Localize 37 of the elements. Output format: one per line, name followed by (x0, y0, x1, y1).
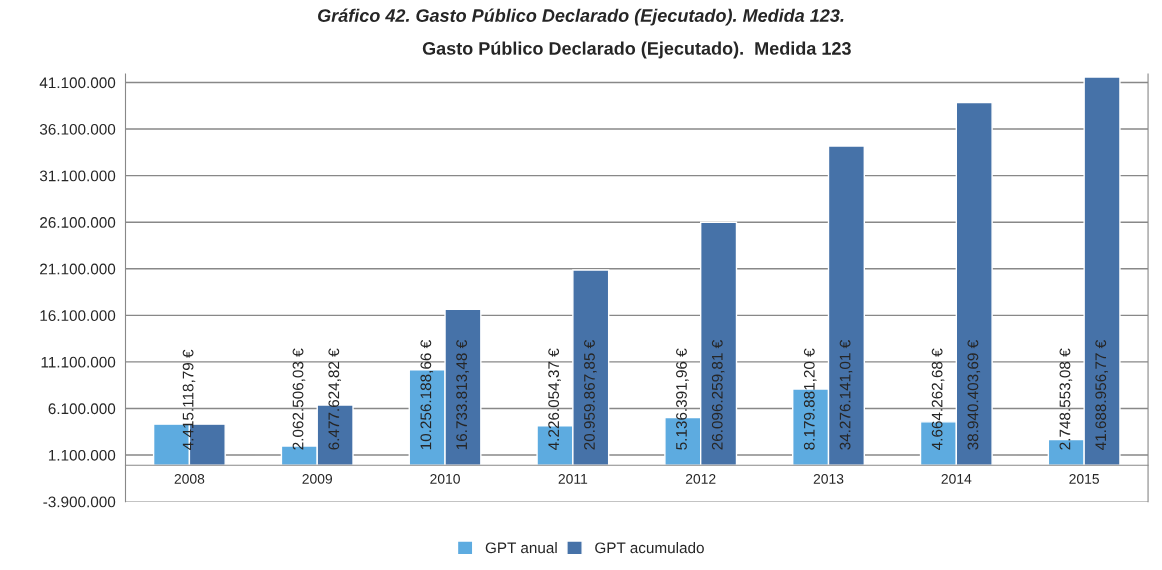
y-tick-label: 11.100.000 (41, 356, 116, 368)
data-label: 8.179.881,20 € (803, 348, 817, 450)
x-tick-label: 2015 (1069, 473, 1100, 484)
data-label: 20.959.867,85 € (584, 340, 597, 450)
data-label: 41.688.956,77 € (1095, 340, 1108, 450)
data-label: 38.940.403,69 € (967, 340, 981, 450)
y-tick-label: 26.100.000 (40, 217, 116, 228)
data-label: 2.748.553,08 € (1059, 348, 1073, 450)
chart-title: Gasto Público Declarado (Ejecutado). Medida 123 (422, 41, 851, 59)
data-label: 34.276.141,01 € (839, 340, 853, 450)
x-tick-label: 2013 (813, 473, 844, 484)
x-tick-label: 2008 (174, 473, 205, 484)
text: Gráfico 42. Gasto Público Declarado (Ejecutado). Medida 123. (318, 8, 844, 26)
data-label: 4.664.262,68 € (931, 348, 945, 450)
x-tick-label: 2009 (302, 473, 333, 484)
legend-label: GPT acumulado (595, 542, 704, 554)
data-label: 4.415.118,79 € (182, 349, 196, 450)
x-tick-label: 2012 (685, 473, 716, 484)
y-tick-label: 36.100.000 (39, 123, 116, 135)
y-tick-label: 6.100.000 (48, 403, 116, 415)
y-tick-label: 31.100.000 (39, 170, 116, 182)
y-tick-label: 21.100.000 (40, 263, 116, 275)
x-tick-label: 2010 (430, 473, 460, 484)
y-tick-label: 41.100.000 (39, 77, 116, 89)
data-label: 5.136.391,96 € (676, 348, 689, 450)
y-tick-label: 16.100.000 (40, 310, 116, 322)
data-label: 26.096.259,81 € (711, 340, 725, 450)
y-tick-label: 1.100.000 (48, 449, 116, 461)
data-label: 4.226.054,37 € (548, 348, 561, 450)
data-label: 6.477.624,82 € (328, 348, 342, 450)
data-label: 2.062.506,03 € (292, 348, 306, 450)
x-tick-label: 2011 (558, 473, 588, 484)
legend-label: GPT anual (485, 542, 557, 554)
data-label: 16.733.813,48 € (456, 340, 469, 450)
y-tick-label: -3.900.000 (43, 496, 116, 508)
data-label: 10.256.188,66 € (420, 340, 434, 450)
x-tick-label: 2014 (941, 473, 972, 484)
